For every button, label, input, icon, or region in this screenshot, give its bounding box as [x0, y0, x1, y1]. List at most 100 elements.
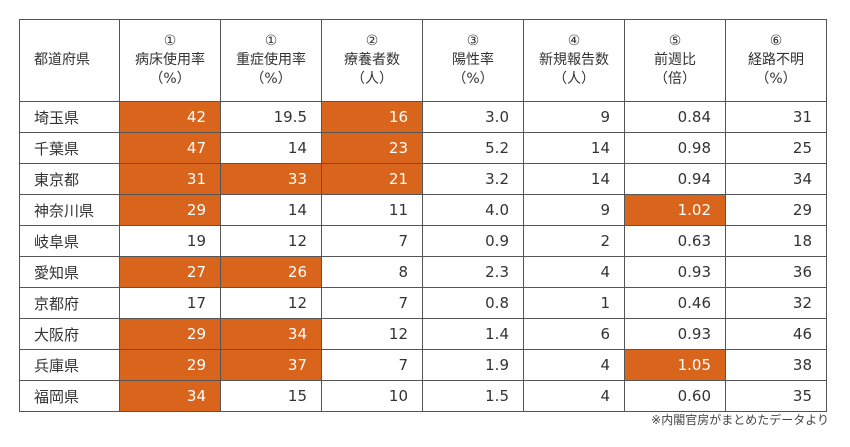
table-cell: 11 [321, 194, 423, 226]
table-cell: 14 [523, 132, 625, 164]
table-cell: 46 [725, 318, 827, 350]
table-cell: 0.98 [624, 132, 726, 164]
table-row: 兵庫県 29 37 7 1.9 4 1.05 38 [19, 349, 827, 381]
table-cell: 1.02 [624, 194, 726, 226]
table-cell: 21 [321, 163, 423, 195]
table-cell: 29 [119, 349, 221, 381]
severe-usage-header: ① 重症使用率 （%） [220, 19, 322, 102]
header-line: （人） [351, 71, 393, 87]
header-line: （%） [755, 71, 797, 87]
table-cell: 47 [119, 132, 221, 164]
header-line: ② [365, 33, 379, 49]
prefecture-name: 大阪府 [19, 318, 120, 350]
table-cell: 8 [321, 256, 423, 288]
table-row: 京都府 17 12 7 0.8 1 0.46 32 [19, 287, 827, 319]
header-line: 経路不明 [748, 52, 804, 68]
header-line: ⑤ [668, 33, 682, 49]
table-cell: 34 [119, 380, 221, 412]
table-cell: 36 [725, 256, 827, 288]
table-cell: 26 [220, 256, 322, 288]
header-line: （人） [553, 71, 595, 87]
table-cell: 4 [523, 380, 625, 412]
table-cell: 12 [220, 225, 322, 257]
table-cell: 1.5 [422, 380, 524, 412]
table-row: 埼玉県 42 19.5 16 3.0 9 0.84 31 [19, 101, 827, 133]
header-line: 都道府県 [34, 52, 90, 68]
table-cell: 3.0 [422, 101, 524, 133]
prefecture-name: 愛知県 [19, 256, 120, 288]
table-cell: 14 [523, 163, 625, 195]
table-cell: 14 [220, 194, 322, 226]
header-line: （%） [452, 71, 494, 87]
table-cell: 0.94 [624, 163, 726, 195]
table-cell: 0.8 [422, 287, 524, 319]
table-row: 東京都 31 33 21 3.2 14 0.94 34 [19, 163, 827, 195]
bed-usage-header: ① 病床使用率 （%） [119, 19, 221, 102]
prefecture-name: 埼玉県 [19, 101, 120, 133]
table-cell: 32 [725, 287, 827, 319]
table-cell: 12 [321, 318, 423, 350]
table-cell: 34 [220, 318, 322, 350]
table-cell: 37 [220, 349, 322, 381]
table-cell: 35 [725, 380, 827, 412]
table-cell: 4.0 [422, 194, 524, 226]
table-row: 岐阜県 19 12 7 0.9 2 0.63 18 [19, 225, 827, 257]
table-cell: 1 [523, 287, 625, 319]
table-cell: 0.93 [624, 256, 726, 288]
new-reports-header: ④ 新規報告数 （人） [523, 19, 625, 102]
prefecture-name: 兵庫県 [19, 349, 120, 381]
header-line: ① [264, 33, 278, 49]
prefecture-name: 福岡県 [19, 380, 120, 412]
table-cell: 29 [119, 318, 221, 350]
table-cell: 3.2 [422, 163, 524, 195]
prefecture-name: 神奈川県 [19, 194, 120, 226]
table-cell: 31 [119, 163, 221, 195]
table-cell: 31 [725, 101, 827, 133]
table-cell: 6 [523, 318, 625, 350]
table-cell: 7 [321, 349, 423, 381]
table-row: 福岡県 34 15 10 1.5 4 0.60 35 [19, 380, 827, 412]
header-line: 療養者数 [344, 52, 400, 68]
table-cell: 7 [321, 225, 423, 257]
table-cell: 1.05 [624, 349, 726, 381]
table-cell: 23 [321, 132, 423, 164]
table-cell: 9 [523, 101, 625, 133]
prefecture-name: 千葉県 [19, 132, 120, 164]
table-cell: 29 [725, 194, 827, 226]
table-row: 神奈川県 29 14 11 4.0 9 1.02 29 [19, 194, 827, 226]
table-cell: 10 [321, 380, 423, 412]
table-cell: 12 [220, 287, 322, 319]
header-line: 病床使用率 [135, 52, 205, 68]
table-cell: 1.4 [422, 318, 524, 350]
header-row: 都道府県 ① 病床使用率 （%） ① 重症使用率 （%） ② 療養者数 （人） ③ 陽性率 （%） ④ 新規… [19, 19, 827, 102]
table-cell: 5.2 [422, 132, 524, 164]
table-cell: 33 [220, 163, 322, 195]
table-cell: 15 [220, 380, 322, 412]
header-line: 陽性率 [452, 52, 494, 68]
table-cell: 16 [321, 101, 423, 133]
table-cell: 0.9 [422, 225, 524, 257]
table-cell: 19.5 [220, 101, 322, 133]
header-line: 前週比 [654, 52, 696, 68]
recuperating-header: ② 療養者数 （人） [321, 19, 423, 102]
header-line: ③ [466, 33, 480, 49]
prefecture-name: 京都府 [19, 287, 120, 319]
header-line: ④ [567, 33, 581, 49]
header-line: （%） [250, 71, 292, 87]
table-cell: 42 [119, 101, 221, 133]
table-cell: 9 [523, 194, 625, 226]
table-cell: 29 [119, 194, 221, 226]
table-cell: 7 [321, 287, 423, 319]
table-cell: 0.63 [624, 225, 726, 257]
table-cell: 0.46 [624, 287, 726, 319]
table-cell: 4 [523, 256, 625, 288]
table-cell: 1.9 [422, 349, 524, 381]
header-line: （倍） [654, 71, 696, 87]
table-cell: 2 [523, 225, 625, 257]
header-line: ⑥ [769, 33, 783, 49]
table-row: 大阪府 29 34 12 1.4 6 0.93 46 [19, 318, 827, 350]
unknown-route-header: ⑥ 経路不明 （%） [725, 19, 827, 102]
header-line: 重症使用率 [236, 52, 306, 68]
table-cell: 27 [119, 256, 221, 288]
positivity-header: ③ 陽性率 （%） [422, 19, 524, 102]
